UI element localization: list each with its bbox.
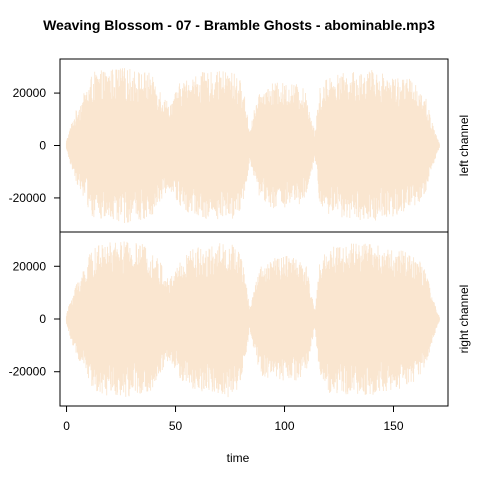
- panel-label-left-channel: left channel: [457, 115, 471, 176]
- waveform-right-channel: [65, 241, 440, 398]
- x-tick-label: 150: [383, 419, 403, 433]
- waveform-core: [65, 283, 440, 355]
- chart-title: Weaving Blossom - 07 - Bramble Ghosts - …: [43, 17, 435, 33]
- y-axis-right-panel: 20000 0 -20000: [9, 259, 60, 379]
- y-tick-label: 20000: [13, 259, 47, 273]
- waveform-core: [65, 110, 440, 181]
- y-tick-label: 0: [39, 139, 46, 153]
- waveform-left-channel: [65, 68, 440, 224]
- x-axis: 0 50 100 150: [63, 406, 404, 433]
- x-tick-label: 0: [63, 419, 70, 433]
- x-tick-label: 50: [169, 419, 183, 433]
- panel-right-channel: 20000 0 -20000 right channel: [9, 231, 471, 407]
- y-tick-label: -20000: [9, 365, 47, 379]
- panel-frame-right: [59, 231, 449, 407]
- y-tick-label: 0: [39, 312, 46, 326]
- y-axis-left-panel: 20000 0 -20000: [9, 86, 60, 205]
- x-tick-label: 100: [275, 419, 295, 433]
- x-axis-label: time: [227, 451, 250, 465]
- y-tick-label: -20000: [9, 191, 47, 205]
- y-tick-label: 20000: [13, 86, 47, 100]
- panel-label-right-channel: right channel: [457, 285, 471, 354]
- panel-left-channel: 20000 0 -20000 left channel: [9, 58, 471, 233]
